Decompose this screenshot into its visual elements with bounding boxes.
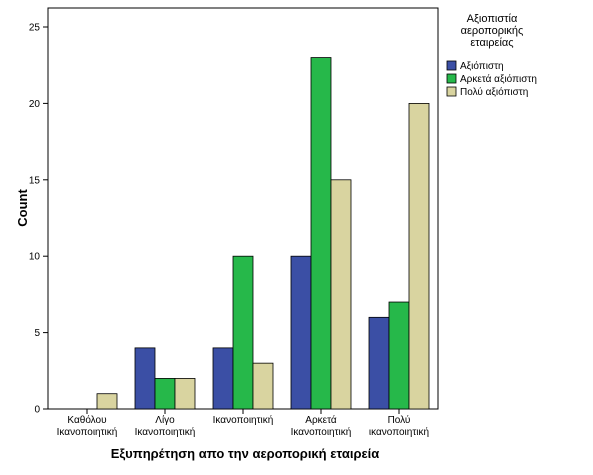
y-tick-label: 10	[29, 252, 41, 263]
legend-swatch	[446, 86, 457, 97]
x-axis-title: Εξυπηρέτηση απο την αεροπορική εταιρεία	[111, 446, 380, 461]
bar	[330, 179, 352, 410]
bar	[368, 316, 390, 410]
bar	[212, 347, 234, 410]
legend-title: εταιρείας	[470, 37, 513, 49]
bar	[408, 103, 430, 410]
x-axis: ΚαθόλουΙκανοποιητικήΛίγοΙκανοποιητικήΙκα…	[57, 409, 429, 438]
x-tick-label: Ικανοποιητική	[291, 426, 352, 438]
bars	[96, 57, 430, 410]
y-tick-label: 20	[29, 99, 41, 110]
x-tick-label: Ικανοποιητική	[135, 426, 196, 438]
x-tick-label: ικανοποιητική	[369, 426, 429, 438]
legend-label: Αρκετά αξιόπιστη	[460, 73, 537, 85]
x-tick-label: Πολύ	[388, 414, 411, 426]
x-tick-label: Ικανοποιητική	[213, 414, 274, 426]
bar	[232, 255, 254, 410]
bar	[388, 301, 410, 410]
y-tick-label: 0	[34, 405, 40, 416]
x-tick-label: Καθόλου	[67, 414, 106, 426]
bar	[96, 393, 118, 410]
y-tick-label: 15	[29, 175, 41, 186]
legend-swatch	[446, 73, 457, 84]
y-tick-label: 25	[29, 23, 41, 34]
bar	[252, 362, 274, 410]
x-tick-label: Αρκετά	[305, 414, 337, 426]
legend-label: Αξιόπιστη	[460, 60, 504, 72]
legend-label: Πολύ αξιόπιστη	[460, 86, 528, 98]
y-tick-label: 5	[34, 328, 40, 339]
bar	[174, 378, 196, 410]
legend-title: αεροπορικής	[461, 25, 524, 37]
x-tick-label: Ικανοποιητική	[57, 426, 118, 438]
x-tick-label: Λίγο	[155, 414, 175, 426]
legend-swatch	[446, 60, 457, 71]
legend-title: Αξιοπιστία	[467, 13, 518, 25]
bar	[134, 347, 156, 410]
bar	[310, 57, 332, 410]
y-axis-title: Count	[15, 189, 30, 227]
bar	[290, 255, 312, 410]
bar	[154, 378, 176, 410]
y-axis: 0 5 10 15 20 25	[29, 23, 48, 416]
